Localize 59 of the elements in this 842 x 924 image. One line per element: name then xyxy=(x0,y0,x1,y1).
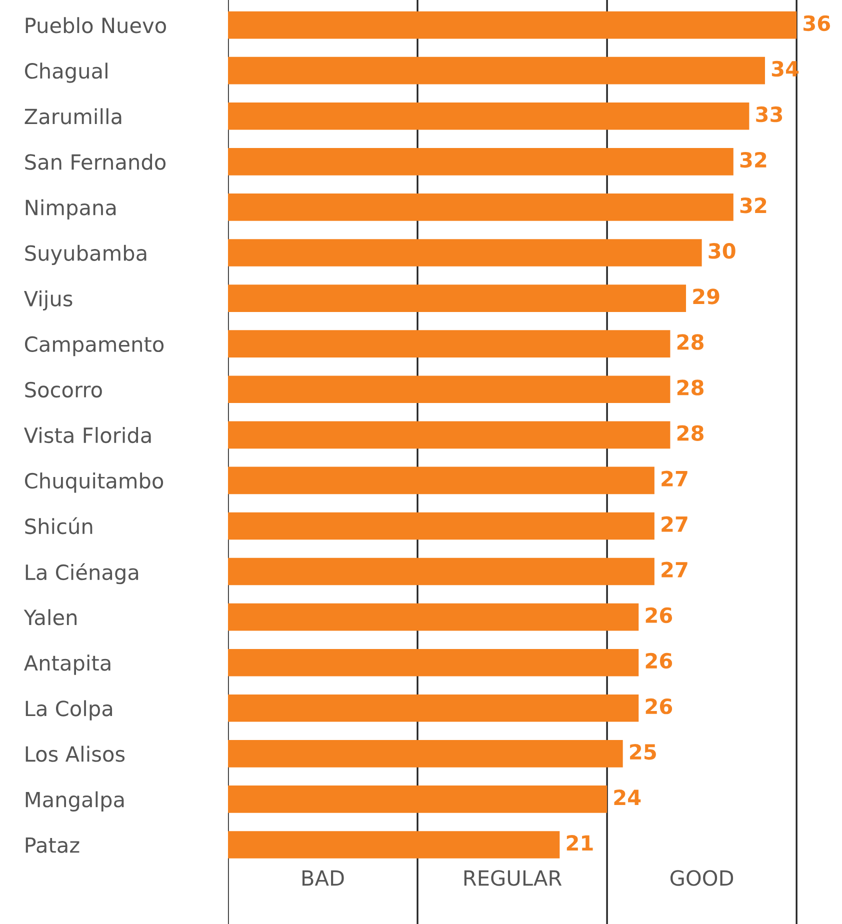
bar xyxy=(228,148,734,176)
bar xyxy=(228,194,734,221)
data-label: 28 xyxy=(677,334,704,350)
data-label: 27 xyxy=(662,516,688,532)
y-tick-label: Chuquitambo xyxy=(25,472,164,493)
data-label: 32 xyxy=(740,197,766,214)
data-label: 36 xyxy=(804,15,830,32)
bar xyxy=(228,603,639,631)
bar xyxy=(228,694,639,722)
y-tick-label: Zarumilla xyxy=(24,108,122,124)
y-tick-label: Los Alisos xyxy=(26,746,125,762)
y-tick-label: La Colpa xyxy=(26,700,112,720)
y-tick-label: Socorro xyxy=(25,382,102,398)
data-label: 25 xyxy=(630,744,656,760)
data-label: 27 xyxy=(662,562,688,578)
data-label: 33 xyxy=(756,106,782,122)
bar xyxy=(228,648,639,676)
data-label: 32 xyxy=(740,152,766,168)
y-tick-label: Antapita xyxy=(24,654,110,675)
annotation: REGULAR xyxy=(464,870,562,886)
data-label: 21 xyxy=(566,835,593,851)
bar xyxy=(228,466,654,494)
data-label: 30 xyxy=(708,243,736,259)
data-label: 28 xyxy=(677,380,704,396)
bar xyxy=(228,102,750,130)
y-tick-label: San Fernando xyxy=(25,154,166,170)
bar xyxy=(228,512,654,540)
y-tick-label: Shicún xyxy=(25,517,92,534)
y-tick-label: Campamento xyxy=(25,336,164,356)
data-label: 28 xyxy=(677,425,704,441)
data-label: 29 xyxy=(693,288,720,304)
y-tick-label: Pueblo Nuevo xyxy=(26,17,166,34)
bar xyxy=(228,239,702,266)
y-tick-label: Nimpana xyxy=(26,199,116,220)
y-tick-label: La Ciénaga xyxy=(26,563,138,584)
bar xyxy=(228,11,797,39)
y-tick-label: Vista Florida xyxy=(24,426,151,444)
data-label: 26 xyxy=(646,698,672,714)
data-label: 24 xyxy=(614,790,641,805)
y-tick-label: Yalen xyxy=(24,609,76,626)
bar xyxy=(228,56,765,84)
y-tick-label: Vijus xyxy=(24,290,72,311)
bar xyxy=(228,558,654,586)
bar xyxy=(228,421,670,449)
annotation: BAD xyxy=(302,870,344,886)
bar xyxy=(228,831,560,858)
bar xyxy=(228,330,670,358)
y-tick-label: Mangalpa xyxy=(26,791,124,812)
data-label: 26 xyxy=(646,607,672,624)
bar xyxy=(228,786,608,813)
data-label: 27 xyxy=(662,470,688,486)
y-tick-label: Pataz xyxy=(26,837,80,853)
bar xyxy=(228,284,686,312)
annotation: GOOD xyxy=(670,870,734,886)
bar xyxy=(228,740,623,768)
bar xyxy=(228,376,670,404)
y-tick-label: Suyubamba xyxy=(25,244,146,265)
y-tick-label: Chagual xyxy=(25,62,108,83)
data-label: 26 xyxy=(646,652,672,669)
